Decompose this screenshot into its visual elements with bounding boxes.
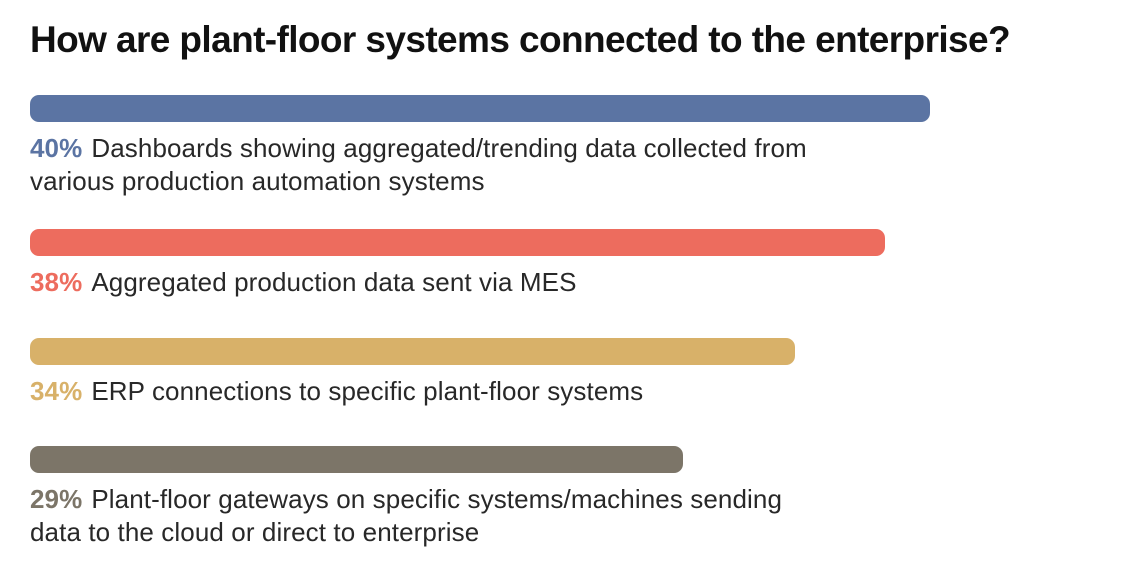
percent-value: 34% <box>30 376 83 407</box>
percent-value: 29% <box>30 484 83 515</box>
chart-row: 29% Plant-floor gateways on specific syst… <box>30 446 1116 549</box>
bar-label-line: Aggregated production data sent via MES <box>91 267 577 298</box>
percent-value: 38% <box>30 267 83 298</box>
bar-label-line: various production automation systems <box>30 166 485 197</box>
bar-label: 34% ERP connections to specific plant-flo… <box>30 375 1116 408</box>
bar-label-line: ERP connections to specific plant-floor … <box>91 376 644 407</box>
bar-label-line: Plant-floor gateways on specific systems… <box>91 484 783 515</box>
chart-row: 38% Aggregated production data sent via M… <box>30 229 1116 299</box>
chart-title: How are plant-floor systems connected to… <box>30 19 1011 60</box>
bar-label: 29% Plant-floor gateways on specific syst… <box>30 483 1116 549</box>
chart-row: 34% ERP connections to specific plant-flo… <box>30 338 1116 408</box>
bar-label: 40% Dashboards showing aggregated/trendin… <box>30 132 1116 198</box>
bar-label-line: data to the cloud or direct to enterpris… <box>30 517 480 548</box>
bar <box>30 229 885 257</box>
chart-row: 40% Dashboards showing aggregated/trendin… <box>30 95 1116 198</box>
percent-value: 40% <box>30 133 83 164</box>
bar-label: 38% Aggregated production data sent via M… <box>30 266 1116 299</box>
bar <box>30 446 683 474</box>
bar <box>30 95 930 123</box>
bar-label-line: Dashboards showing aggregated/trending d… <box>91 133 807 164</box>
bar <box>30 338 795 366</box>
